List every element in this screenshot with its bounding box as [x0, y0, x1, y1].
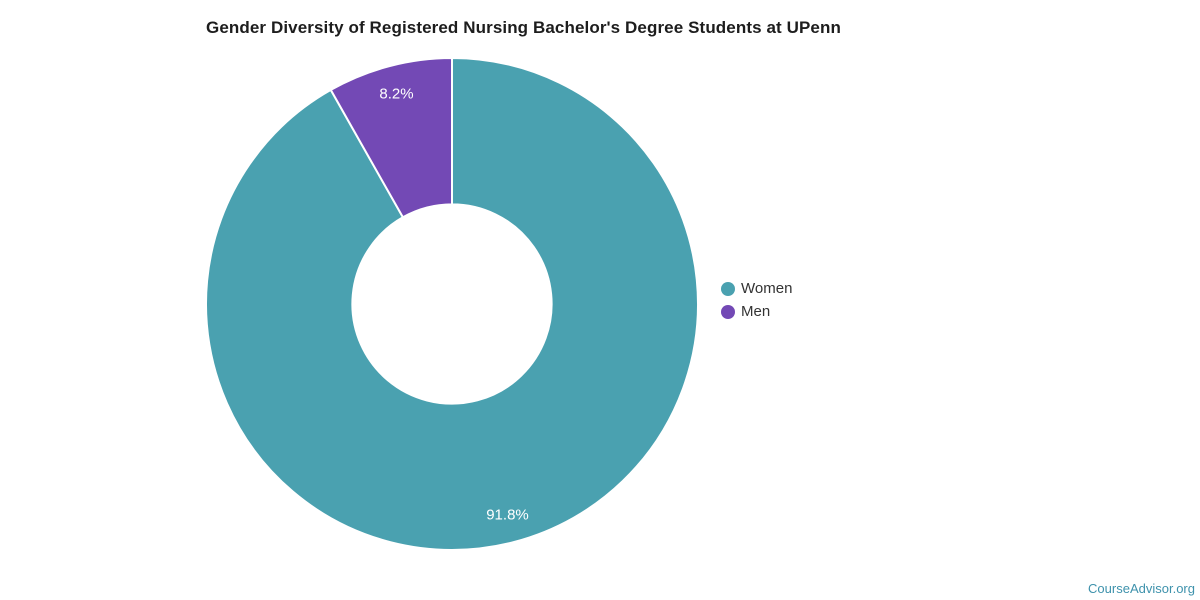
chart-title: Gender Diversity of Registered Nursing B…: [206, 18, 841, 37]
legend-marker-icon: [721, 304, 735, 319]
pie-slice-men[interactable]: [329, 57, 453, 219]
legend-item-men[interactable]: Men: [721, 300, 792, 323]
pie-slice-women[interactable]: [204, 57, 699, 551]
legend-label: Women: [741, 280, 793, 297]
slice-label-women: 91.8%: [486, 507, 529, 524]
legend-label: Men: [741, 303, 771, 320]
legend: Women Men: [721, 277, 792, 323]
brand-link[interactable]: CourseAdvisor.org: [1088, 581, 1195, 596]
slice-label-men: 8.2%: [379, 86, 413, 103]
legend-item-women[interactable]: Women: [721, 277, 792, 300]
legend-marker-icon: [721, 281, 735, 296]
